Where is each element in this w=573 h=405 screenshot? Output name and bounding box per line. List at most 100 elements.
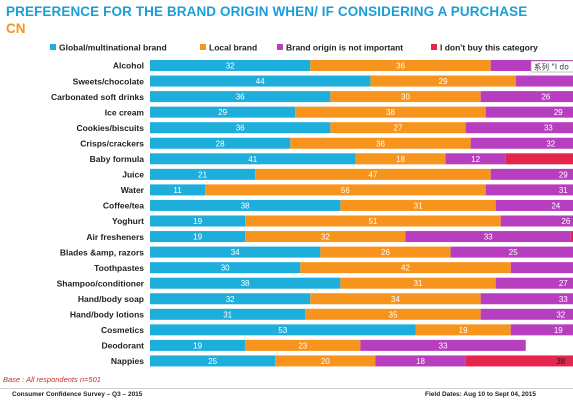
data-label: 36: [236, 93, 245, 102]
data-label: 32: [321, 233, 330, 242]
bar-segment: [150, 308, 306, 320]
data-label: 26: [561, 217, 570, 226]
bar-segment: [415, 324, 511, 336]
bar-segment: [340, 199, 496, 211]
bar-segment: [150, 262, 301, 274]
bar-segment: [510, 262, 573, 274]
data-label: 42: [401, 264, 410, 273]
category-label: Water: [121, 185, 145, 195]
category-label: Baby formula: [90, 154, 145, 164]
data-label: 20: [321, 357, 330, 366]
bar-segment: [510, 324, 573, 336]
footer-divider: [0, 388, 573, 389]
bar-segment: [485, 184, 573, 196]
bar-segment: [150, 215, 246, 227]
bar-segment: [205, 184, 486, 196]
data-label: 19: [554, 326, 563, 335]
category-label: Ice cream: [105, 107, 145, 117]
data-label: 44: [256, 77, 265, 86]
bar-segment: [375, 355, 466, 367]
bar-segment: [310, 293, 481, 305]
bar-segment: [150, 293, 311, 305]
category-label: Alcohol: [113, 61, 144, 71]
data-label: 51: [368, 217, 377, 226]
data-label: 30: [401, 93, 410, 102]
data-label: 56: [341, 186, 350, 195]
data-label: 27: [559, 279, 568, 288]
bar-segment: [405, 231, 571, 243]
bar-segment: [150, 137, 291, 149]
data-label: 31: [414, 279, 423, 288]
data-label: 21: [198, 170, 207, 179]
data-label: 32: [226, 62, 235, 71]
bar-segment: [450, 246, 573, 258]
data-label: 32: [546, 139, 555, 148]
bar-segment: [295, 106, 486, 118]
legend-swatch: [200, 44, 206, 50]
field-dates: Field Dates: Aug 10 to Sept 04, 2015: [425, 391, 537, 398]
category-label: Sweets/chocolate: [73, 76, 145, 86]
data-label: 35: [389, 310, 398, 319]
bar-segment: [150, 168, 256, 180]
data-label: 26: [381, 248, 390, 257]
bar-segment: [500, 215, 573, 227]
bar-segment: [150, 277, 341, 289]
data-label: 32: [226, 295, 235, 304]
bar-segment: [245, 215, 501, 227]
category-label: Hand/body soap: [78, 294, 144, 304]
data-label: 30: [221, 264, 230, 273]
data-label: 38: [241, 201, 250, 210]
data-label: 34: [231, 248, 240, 257]
category-label: Crisps/crackers: [80, 138, 144, 148]
bar-segment: [255, 168, 491, 180]
bar-segment: [495, 199, 573, 211]
category-label: Juice: [122, 170, 144, 180]
data-label: 19: [459, 326, 468, 335]
category-label: Blades &amp, razors: [60, 247, 144, 257]
category-label: Carbonated soft drinks: [51, 92, 144, 102]
bar-segment: [465, 355, 573, 367]
data-label: 18: [396, 155, 405, 164]
bar-segment: [320, 246, 451, 258]
base-note: Base : All respondents n=501: [3, 375, 101, 384]
data-label: 18: [416, 357, 425, 366]
data-label: 29: [218, 108, 227, 117]
category-label: Air fresheners: [86, 232, 144, 242]
bar-segment: [490, 168, 573, 180]
bar-segment: [445, 153, 506, 165]
bar-segment: [330, 122, 466, 134]
category-label: Toothpastes: [94, 263, 144, 273]
data-label: 36: [376, 139, 385, 148]
bar-segment: [150, 60, 311, 71]
bar-segment: [150, 75, 371, 87]
data-label: 27: [394, 124, 403, 133]
category-label: Shampoo/conditioner: [57, 278, 145, 288]
bar-segment: [150, 324, 416, 336]
category-label: Deodorant: [102, 341, 145, 351]
data-label: 34: [391, 295, 400, 304]
data-label: 47: [368, 170, 377, 179]
data-label: 33: [559, 295, 568, 304]
bar-segment: [340, 277, 496, 289]
legend-label: Local brand: [209, 43, 257, 53]
data-label: 25: [509, 248, 518, 257]
chart-subtitle: CN: [6, 21, 26, 36]
data-label: 19: [193, 233, 202, 242]
bar-segment: [480, 91, 573, 103]
bar-segment: [150, 339, 246, 351]
bar-segment: [150, 184, 206, 196]
bar-segment: [515, 75, 573, 87]
bar-segment: [290, 137, 471, 149]
bar-segment: [310, 60, 491, 71]
data-label: 38: [556, 357, 565, 366]
bar-segment: [480, 293, 573, 305]
data-label: 32: [556, 310, 565, 319]
category-label: Nappies: [111, 356, 144, 366]
category-label: Coffee/tea: [103, 201, 144, 211]
data-label: 24: [551, 201, 560, 210]
category-label: Cosmetics: [101, 325, 144, 335]
bar-segment: [150, 122, 331, 134]
survey-name: Consumer Confidence Survey – Q3 – 2015: [12, 391, 143, 398]
data-label: 26: [541, 93, 550, 102]
